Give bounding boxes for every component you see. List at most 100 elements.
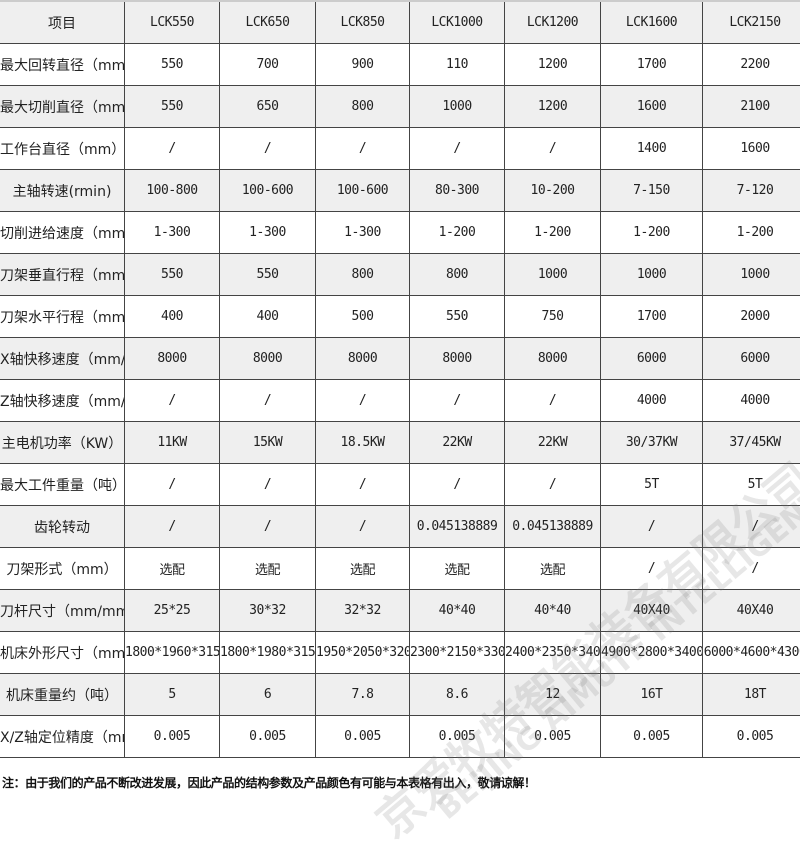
cell: 11KW — [125, 422, 220, 464]
cell: 1-200 — [703, 212, 800, 254]
cell: LCK1600 — [601, 1, 703, 44]
cell: 30/37KW — [601, 422, 703, 464]
cell: 400 — [125, 296, 220, 338]
cell: 8000 — [410, 338, 505, 380]
table-row: 刀架形式（mm）选配选配选配选配选配// — [0, 548, 800, 590]
table-row: 机床外形尺寸（mm）1800*1960*31501800*1980*315019… — [0, 632, 800, 674]
cell: 2400*2350*3400 — [505, 632, 601, 674]
row-label: 主电机功率（KW） — [0, 422, 125, 464]
cell: 1-300 — [125, 212, 220, 254]
cell: 1-300 — [316, 212, 410, 254]
cell: / — [505, 380, 601, 422]
cell: 选配 — [410, 548, 505, 590]
cell: 40X40 — [601, 590, 703, 632]
cell: 80-300 — [410, 170, 505, 212]
cell: 4000 — [601, 380, 703, 422]
cell: 1950*2050*3200 — [316, 632, 410, 674]
cell: 10-200 — [505, 170, 601, 212]
cell: 1600 — [703, 128, 800, 170]
cell: 2200 — [703, 44, 800, 86]
cell: / — [410, 464, 505, 506]
row-label: 最大回转直径（mm） — [0, 44, 125, 86]
cell: 1600 — [601, 86, 703, 128]
cell: 0.005 — [220, 716, 316, 758]
cell: 1-200 — [505, 212, 601, 254]
cell: 2100 — [703, 86, 800, 128]
row-label: 刀架形式（mm） — [0, 548, 125, 590]
cell: 22KW — [505, 422, 601, 464]
cell: 800 — [316, 254, 410, 296]
cell: 8000 — [220, 338, 316, 380]
cell: 800 — [316, 86, 410, 128]
cell: / — [316, 128, 410, 170]
table-row: 切削进给速度（mm/min）1-3001-3001-3001-2001-2001… — [0, 212, 800, 254]
cell: 37/45KW — [703, 422, 800, 464]
cell: 700 — [220, 44, 316, 86]
cell: 1200 — [505, 44, 601, 86]
cell: 1000 — [601, 254, 703, 296]
cell: 1700 — [601, 296, 703, 338]
cell: / — [125, 128, 220, 170]
cell: 100-600 — [316, 170, 410, 212]
cell: 7-150 — [601, 170, 703, 212]
cell: 1700 — [601, 44, 703, 86]
row-label: 刀杆尺寸（mm/mm） — [0, 590, 125, 632]
cell: LCK550 — [125, 1, 220, 44]
cell: LCK1000 — [410, 1, 505, 44]
cell: / — [220, 506, 316, 548]
cell: 32*32 — [316, 590, 410, 632]
row-label: Z轴快移速度（mm/min） — [0, 380, 125, 422]
cell: 1000 — [410, 86, 505, 128]
cell: 0.005 — [703, 716, 800, 758]
cell: 16T — [601, 674, 703, 716]
row-label: 刀架垂直行程（mm） — [0, 254, 125, 296]
cell: / — [316, 464, 410, 506]
cell: 40*40 — [505, 590, 601, 632]
row-label: 机床外形尺寸（mm） — [0, 632, 125, 674]
row-label: 切削进给速度（mm/min） — [0, 212, 125, 254]
cell: 550 — [125, 254, 220, 296]
cell: / — [125, 380, 220, 422]
cell: 500 — [316, 296, 410, 338]
cell: 8000 — [125, 338, 220, 380]
cell: 1800*1960*3150 — [125, 632, 220, 674]
cell: 5T — [601, 464, 703, 506]
cell: LCK650 — [220, 1, 316, 44]
table-row: X轴快移速度（mm/min）80008000800080008000600060… — [0, 338, 800, 380]
cell: 0.045138889 — [410, 506, 505, 548]
cell: LCK2150 — [703, 1, 800, 44]
cell: 0.045138889 — [505, 506, 601, 548]
cell: / — [220, 380, 316, 422]
row-label: 刀架水平行程（mm） — [0, 296, 125, 338]
cell: / — [316, 506, 410, 548]
cell: 40*40 — [410, 590, 505, 632]
cell: LCK850 — [316, 1, 410, 44]
cell: 4000 — [703, 380, 800, 422]
cell: 1000 — [703, 254, 800, 296]
cell: 0.005 — [410, 716, 505, 758]
row-label: X/Z轴定位精度（mm） — [0, 716, 125, 758]
cell: / — [125, 464, 220, 506]
cell: 750 — [505, 296, 601, 338]
cell: 0.005 — [505, 716, 601, 758]
row-label: 主轴转速(rmin) — [0, 170, 125, 212]
cell: 7-120 — [703, 170, 800, 212]
cell: / — [316, 380, 410, 422]
cell: 1800*1980*3150 — [220, 632, 316, 674]
cell: 100-600 — [220, 170, 316, 212]
cell: 4900*2800*3400 — [601, 632, 703, 674]
cell: 6000*4600*4300 — [703, 632, 800, 674]
cell: 550 — [410, 296, 505, 338]
cell: 22KW — [410, 422, 505, 464]
cell: 100-800 — [125, 170, 220, 212]
cell: / — [505, 464, 601, 506]
cell: 40X40 — [703, 590, 800, 632]
cell: 110 — [410, 44, 505, 86]
cell: / — [410, 380, 505, 422]
